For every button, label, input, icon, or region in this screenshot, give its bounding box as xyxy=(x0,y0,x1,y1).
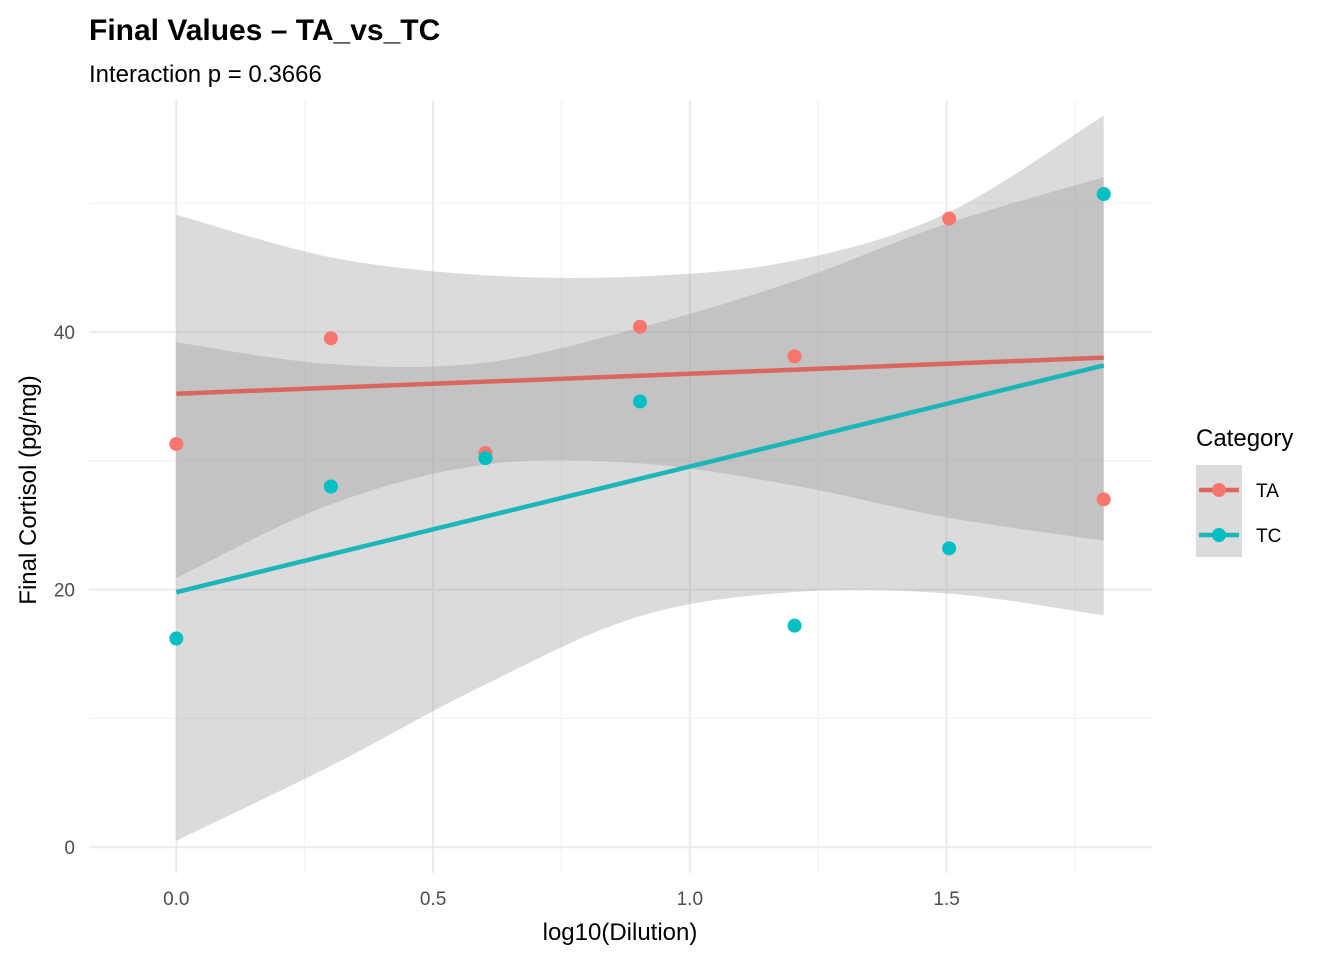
x-tick-label: 0.0 xyxy=(163,889,189,910)
y-tick-label: 0 xyxy=(64,838,75,859)
chart-subtitle: Interaction p = 0.3666 xyxy=(89,61,322,88)
legend-label-ta: TA xyxy=(1256,481,1279,502)
fit-line-ta xyxy=(176,355,1104,396)
y-tick-label: 20 xyxy=(54,581,75,602)
y-tick-label: 40 xyxy=(54,323,75,344)
point-tc xyxy=(1096,187,1111,202)
point-ta xyxy=(787,349,802,364)
axis-ticks: 0.0 0.5 1.0 1.5 0 20 40 xyxy=(54,323,960,910)
fit-line-tc xyxy=(175,363,1105,595)
grid xyxy=(89,100,1152,873)
legend-label-tc: TC xyxy=(1256,526,1281,547)
data-points xyxy=(169,187,1111,646)
x-axis-title: log10(Dilution) xyxy=(543,919,698,946)
chart-title: Final Values – TA_vs_TC xyxy=(89,14,440,47)
point-ta xyxy=(1096,492,1111,507)
legend: Category TA TC xyxy=(1196,425,1293,557)
point-tc xyxy=(787,618,802,633)
point-tc xyxy=(169,631,184,646)
legend-dot-ta xyxy=(1212,483,1226,497)
y-axis-title: Final Cortisol (pg/mg) xyxy=(15,375,42,604)
legend-title: Category xyxy=(1196,425,1293,452)
point-tc xyxy=(942,541,957,556)
point-ta xyxy=(942,211,957,226)
point-ta xyxy=(323,331,338,346)
legend-key-bg xyxy=(1196,465,1242,557)
point-tc xyxy=(323,479,338,494)
x-tick-label: 0.5 xyxy=(420,889,446,910)
point-ta xyxy=(633,319,648,334)
fit-lines xyxy=(175,355,1105,595)
point-tc xyxy=(478,451,493,466)
point-ta xyxy=(169,436,184,451)
x-tick-label: 1.5 xyxy=(933,889,959,910)
legend-dot-tc xyxy=(1212,528,1226,542)
x-tick-label: 1.0 xyxy=(677,889,703,910)
point-tc xyxy=(633,394,648,409)
